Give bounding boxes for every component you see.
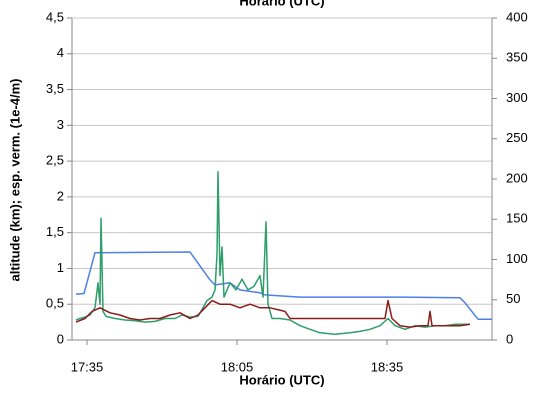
y2-tick-label: 200 [506,170,528,185]
y2-tick-label: 0 [506,331,513,346]
data-line [75,171,470,336]
y2-tick-label: 100 [506,251,528,266]
y-tick-label: 1 [57,260,64,275]
x-tick-label: 17:35 [71,359,104,374]
y-tick-label: 3,5 [46,81,64,96]
y-tick-label: 0,5 [46,296,64,311]
x-tick-label: 18:35 [371,359,404,374]
y-tick-label: 2,5 [46,153,64,168]
data-line [75,251,492,320]
x-tick-label: 18:05 [221,359,254,374]
y-tick-label: 2 [57,188,64,203]
y2-tick-label: 300 [506,90,528,105]
y-tick-label: 0 [57,331,64,346]
y-tick-label: 3 [57,117,64,132]
data-line [75,299,471,328]
y2-tick-label: 400 [506,9,528,24]
y-tick-label: 4,5 [46,9,64,24]
y2-tick-label: 150 [506,211,528,226]
y-tick-label: 1,5 [46,224,64,239]
y-tick-label: 4 [57,45,64,60]
y2-tick-label: 250 [506,130,528,145]
x-axis-label: Horário (UTC) [239,372,324,387]
y2-tick-label: 350 [506,50,528,65]
chart-title: Horário (UTC) [239,0,324,8]
y2-tick-label: 50 [506,291,520,306]
y-axis-label: altitude (km); esp. verm. (1e-4/m) [7,79,22,282]
